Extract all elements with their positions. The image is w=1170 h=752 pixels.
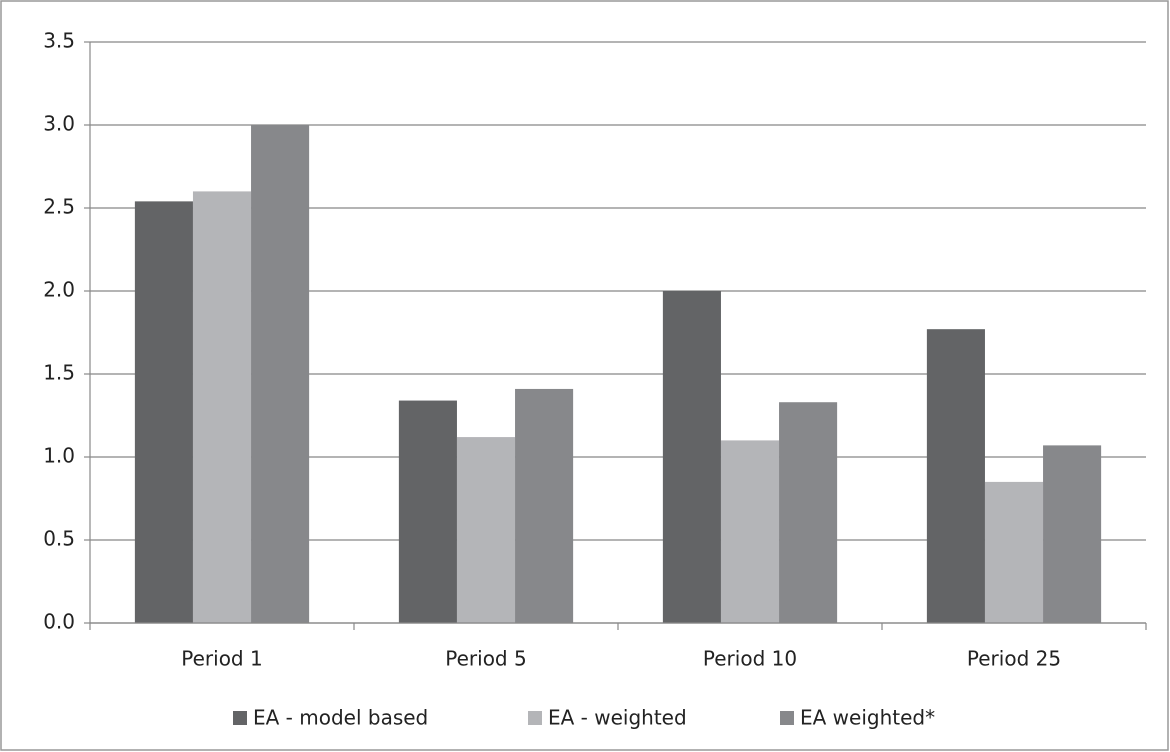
bar — [1043, 445, 1102, 623]
bar — [515, 388, 574, 623]
legend-label: EA weighted* — [800, 706, 935, 730]
y-tick-label: 1.5 — [43, 361, 75, 385]
legend-swatch — [233, 711, 247, 725]
bar — [779, 402, 838, 623]
x-tick-label: Period 5 — [445, 647, 526, 671]
bar — [926, 329, 985, 623]
bar — [662, 291, 721, 623]
legend-swatch — [780, 711, 794, 725]
x-tick-label: Period 10 — [703, 647, 797, 671]
bar — [984, 481, 1044, 623]
y-tick-label: 2.5 — [43, 195, 75, 219]
x-tick-label: Period 1 — [181, 647, 262, 671]
bar — [251, 125, 310, 623]
y-tick-label: 3.5 — [43, 29, 75, 53]
y-tick-label: 0.0 — [43, 610, 75, 634]
legend-swatch — [528, 711, 542, 725]
bar — [456, 437, 516, 623]
legend-label: EA - weighted — [548, 706, 687, 730]
legend-label: EA - model based — [253, 706, 428, 730]
bar — [398, 400, 457, 623]
bar — [192, 191, 252, 623]
bar — [720, 440, 780, 623]
y-tick-label: 3.0 — [43, 112, 75, 136]
y-tick-label: 0.5 — [43, 527, 75, 551]
y-tick-label: 1.0 — [43, 444, 75, 468]
bar — [134, 201, 193, 624]
y-tick-label: 2.0 — [43, 278, 75, 302]
x-tick-label: Period 25 — [967, 647, 1061, 671]
